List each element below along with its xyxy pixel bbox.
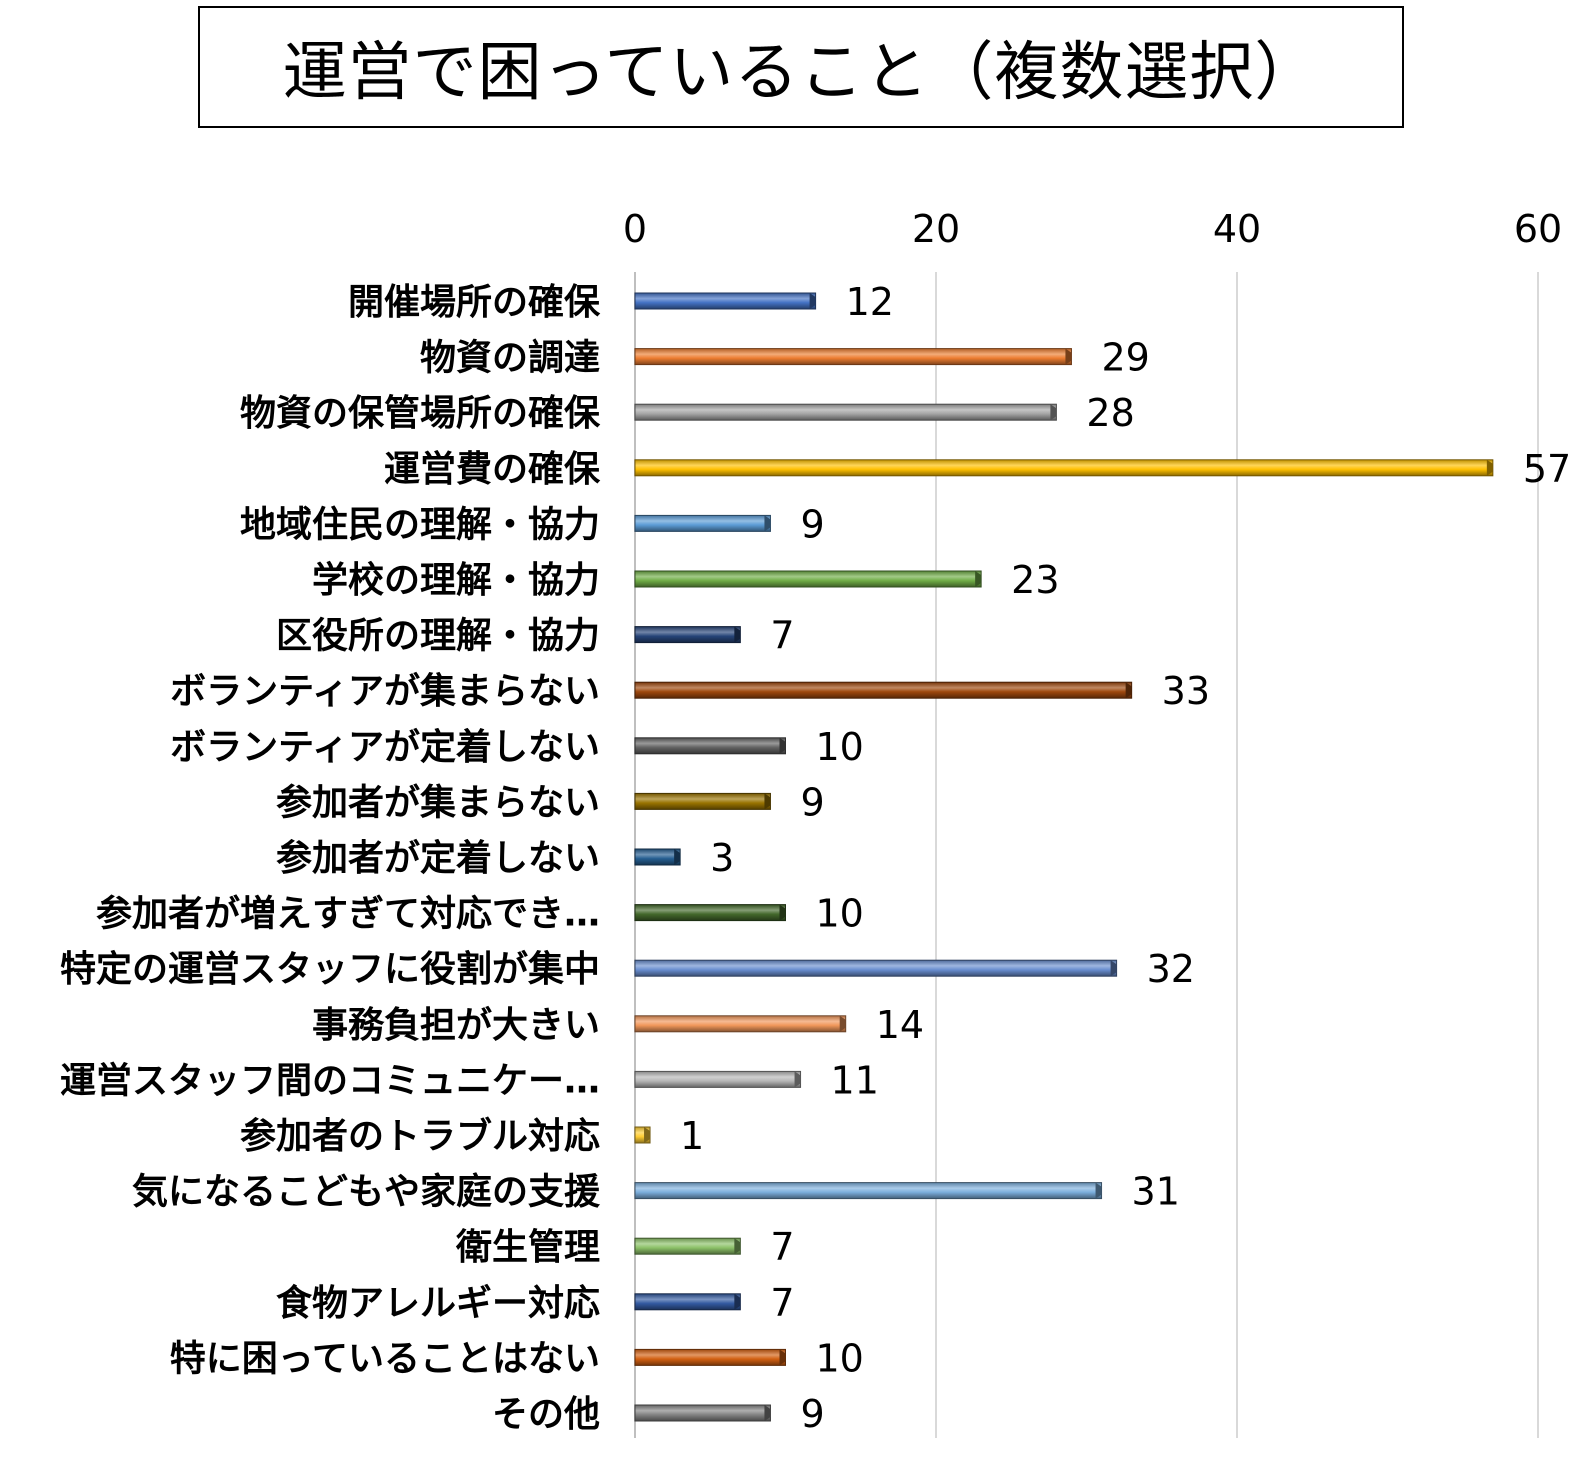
category-label: 参加者が集まらない [276,782,600,823]
data-label: 11 [831,1058,879,1102]
bar [634,848,681,866]
bar-end-cap [1110,960,1117,977]
data-label: 33 [1162,669,1210,713]
data-label: 9 [800,1392,824,1436]
bar [634,348,1072,366]
x-axis-ticks: 0 20 40 60 [623,207,1562,251]
category-label: 衛生管理 [455,1227,600,1268]
category-label: 物資の保管場所の確保 [240,393,601,434]
category-label: 地域住民の理解・協力 [240,504,600,545]
category-label: ボランティアが定着しない [170,727,600,768]
bar-end-cap [1050,404,1057,421]
category-label: 特定の運営スタッフに役割が集中 [60,949,600,990]
category-label: 学校の理解・協力 [312,559,600,601]
data-label: 3 [710,836,734,880]
x-tick-label: 60 [1514,207,1562,251]
bar-end-cap [839,1015,846,1032]
bar [634,1293,741,1311]
chart-title: 運営で困っていること（複数選択） [198,6,1404,128]
bar [634,459,1494,477]
bar [634,1015,847,1033]
bar [634,1404,771,1422]
bar-end-cap [1065,348,1072,365]
data-label: 23 [1011,558,1059,602]
bar-end-cap [779,737,786,754]
bar [634,514,771,532]
data-label: 7 [770,1225,794,1269]
category-label: 参加者が増えすぎて対応でき… [96,894,600,935]
data-label: 7 [770,614,794,658]
bar-end-cap [1125,682,1132,699]
bar [634,403,1057,421]
bar [634,681,1133,699]
bar-end-cap [809,293,816,309]
data-label: 28 [1086,391,1134,435]
data-label: 14 [876,1003,924,1047]
data-label: 9 [800,502,824,546]
bar-end-cap [794,1071,801,1088]
category-label: 事務負担が大きい [312,1005,600,1046]
bar [634,904,786,922]
category-label: 特に困っていることはない [170,1338,600,1379]
category-labels: 開催場所の確保物資の調達物資の保管場所の確保運営費の確保地域住民の理解・協力学校… [60,282,601,1435]
category-label: 気になるこどもや家庭の支援 [132,1172,601,1213]
data-label: 10 [816,1336,864,1380]
bar [634,959,1118,977]
category-label: ボランティアが集まらない [170,671,600,712]
x-tick-label: 40 [1213,207,1261,251]
bar [634,626,741,644]
data-label: 29 [1101,336,1149,380]
bars [634,292,1494,1422]
bar-end-cap [779,1349,786,1366]
data-label: 1 [680,1114,704,1158]
bar-end-cap [764,793,771,810]
category-label: 運営スタッフ間のコミュニケー… [60,1060,600,1101]
bar-end-cap [975,571,982,587]
bar-end-cap [764,1405,771,1421]
bar-end-cap [779,904,786,921]
bar-end-cap [1095,1182,1102,1199]
bar-end-cap [734,1293,741,1310]
bar [634,1237,741,1255]
bar [634,292,817,310]
category-label: 運営費の確保 [384,449,601,490]
bar-end-cap [1486,459,1493,476]
x-tick-label: 20 [912,207,960,251]
bar-end-cap [644,1127,651,1143]
x-tick-label: 0 [623,207,647,251]
category-label: その他 [492,1394,600,1435]
data-label: 12 [846,280,894,324]
data-label: 7 [770,1281,794,1325]
bar [634,737,786,755]
data-label: 57 [1523,447,1571,491]
data-label: 10 [816,892,864,936]
data-label: 32 [1147,947,1195,991]
bar [634,1348,786,1366]
data-label: 31 [1132,1170,1180,1214]
bar-end-cap [734,1238,741,1255]
category-label: 物資の調達 [420,338,600,379]
category-label: 食物アレルギー対応 [276,1283,600,1324]
bar-end-cap [764,515,771,532]
bar [634,1070,802,1088]
bar [634,570,982,588]
data-label: 9 [800,780,824,824]
bar [634,792,771,810]
data-label: 10 [816,725,864,769]
category-label: 参加者が定着しない [276,838,600,879]
category-label: 参加者のトラブル対応 [240,1115,600,1157]
category-label: 開催場所の確保 [348,282,601,323]
bar [634,1182,1103,1200]
category-label: 区役所の理解・協力 [276,616,600,657]
bar-end-cap [734,626,741,643]
bar-end-cap [674,849,681,865]
